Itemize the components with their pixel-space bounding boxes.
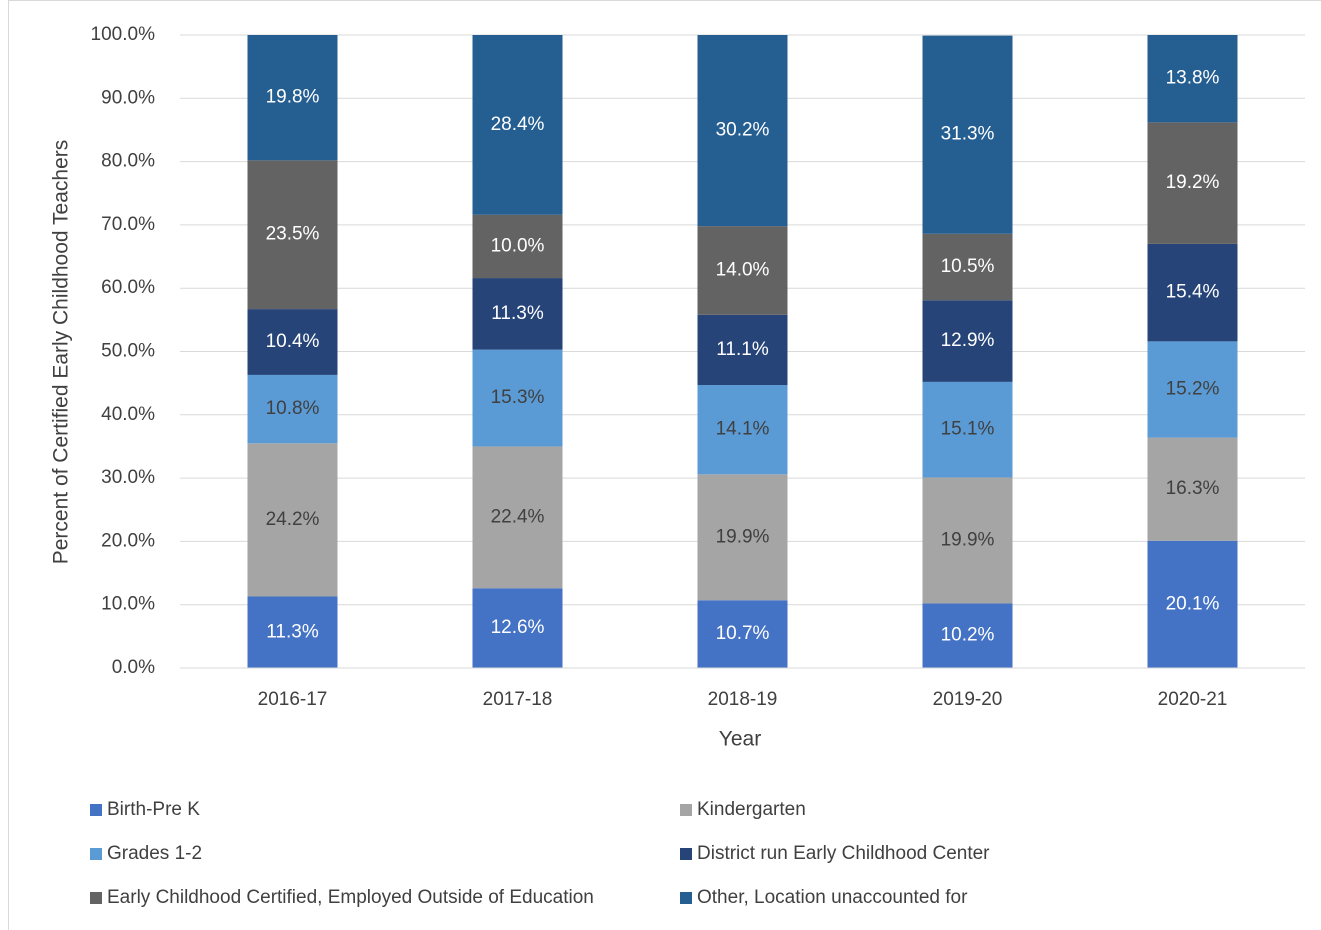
data-label: 10.2% <box>941 625 995 646</box>
bar-segment <box>1147 243 1238 342</box>
legend-label: District run Early Childhood Center <box>697 843 990 864</box>
data-label: 14.0% <box>716 259 770 280</box>
data-label: 10.5% <box>941 256 995 277</box>
bar-segment <box>472 446 563 589</box>
bar-segment <box>922 35 1013 234</box>
legend-label: Other, Location unaccounted for <box>697 887 968 908</box>
bar-segment <box>247 35 338 161</box>
data-label: 10.0% <box>491 235 545 256</box>
data-label: 31.3% <box>941 124 995 145</box>
data-label: 12.6% <box>491 617 545 638</box>
y-tick-label: 30.0% <box>101 467 155 488</box>
data-label: 10.7% <box>716 623 770 644</box>
legend-swatch <box>680 892 692 904</box>
data-label: 14.1% <box>716 419 770 440</box>
bar-segment <box>922 381 1013 478</box>
data-label: 13.8% <box>1166 68 1220 89</box>
data-label: 20.1% <box>1166 593 1220 614</box>
y-tick-label: 100.0% <box>91 24 156 45</box>
bar-segment <box>1147 437 1238 541</box>
legend-swatch <box>680 804 692 816</box>
bar-segment <box>697 226 788 315</box>
data-label: 22.4% <box>491 506 545 527</box>
bar-segment <box>247 443 338 597</box>
legend-label: Kindergarten <box>697 799 806 820</box>
data-label: 15.3% <box>491 387 545 408</box>
data-label: 10.8% <box>266 398 320 419</box>
bar-segment <box>922 300 1013 382</box>
x-tick-label: 2020-21 <box>1158 689 1228 710</box>
bar-segment <box>1147 35 1238 123</box>
bar-segment <box>247 309 338 375</box>
bar-segment <box>472 588 563 668</box>
y-tick-label: 80.0% <box>101 151 155 172</box>
bar-segment <box>247 596 338 668</box>
y-axis-title: Percent of Certified Early Childhood Tea… <box>50 140 73 565</box>
data-label: 19.9% <box>716 526 770 547</box>
data-label: 19.8% <box>266 87 320 108</box>
legend-swatch <box>680 848 692 860</box>
data-label: 16.3% <box>1166 478 1220 499</box>
data-label: 15.4% <box>1166 282 1220 303</box>
y-tick-label: 50.0% <box>101 341 155 362</box>
y-tick-label: 0.0% <box>112 657 155 678</box>
bar-segment <box>1147 540 1238 668</box>
x-tick-label: 2019-20 <box>933 689 1003 710</box>
x-tick-label: 2016-17 <box>258 689 328 710</box>
y-tick-label: 60.0% <box>101 277 155 298</box>
bar-segment <box>697 385 788 475</box>
y-tick-label: 90.0% <box>101 87 155 108</box>
bar-segment <box>247 374 338 444</box>
data-label: 19.9% <box>941 529 995 550</box>
data-label: 28.4% <box>491 114 545 135</box>
bar-segment <box>1147 122 1238 244</box>
y-tick-label: 10.0% <box>101 594 155 615</box>
y-tick-label: 70.0% <box>101 214 155 235</box>
x-tick-label: 2017-18 <box>483 689 553 710</box>
data-label: 11.1% <box>716 339 769 360</box>
bar-segment <box>697 474 788 601</box>
data-label: 11.3% <box>266 621 319 642</box>
bar-segment <box>472 214 563 279</box>
legend-swatch <box>90 804 102 816</box>
bar-segment <box>472 349 563 447</box>
bar-segment <box>697 600 788 668</box>
bar-segment <box>697 35 788 227</box>
bar-segment <box>922 233 1013 301</box>
bar-segment <box>1147 341 1238 438</box>
legend-label: Birth-Pre K <box>107 799 200 820</box>
bar-segment <box>697 314 788 386</box>
bar-segment <box>922 477 1013 604</box>
bar-segment <box>247 160 338 310</box>
data-label: 19.2% <box>1166 172 1220 193</box>
bar-segment <box>472 278 563 350</box>
data-label: 23.5% <box>266 224 320 245</box>
data-label: 12.9% <box>941 330 995 351</box>
data-label: 15.2% <box>1166 378 1220 399</box>
bar-segment <box>922 603 1013 668</box>
data-label: 15.1% <box>941 419 995 440</box>
x-axis-title: Year <box>719 728 761 751</box>
x-tick-label: 2018-19 <box>708 689 778 710</box>
data-label: 30.2% <box>716 120 770 141</box>
data-label: 24.2% <box>266 509 320 530</box>
legend-swatch <box>90 848 102 860</box>
y-tick-label: 40.0% <box>101 404 155 425</box>
chart-frame <box>8 0 1321 930</box>
legend-label: Early Childhood Certified, Employed Outs… <box>107 887 594 908</box>
y-tick-label: 20.0% <box>101 530 155 551</box>
bar-segment <box>472 35 563 215</box>
legend-label: Grades 1-2 <box>107 843 202 864</box>
data-label: 11.3% <box>491 303 544 324</box>
data-label: 10.4% <box>266 331 320 352</box>
legend-swatch <box>90 892 102 904</box>
